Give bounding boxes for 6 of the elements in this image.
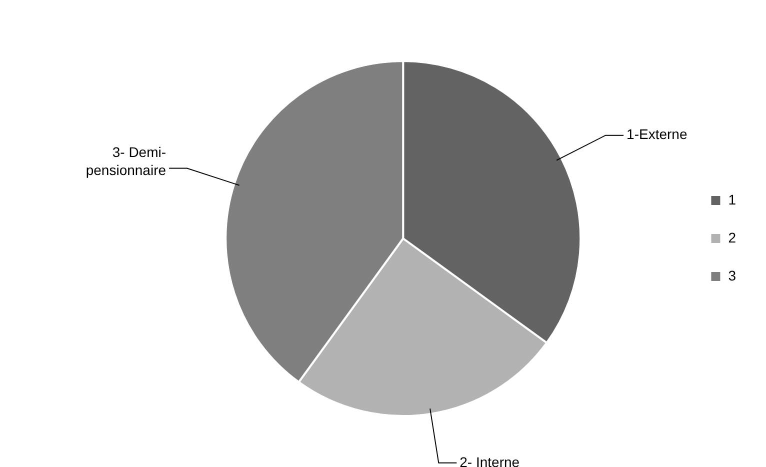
legend-label: 1 xyxy=(728,191,736,208)
text: 3- Demi-pensionnaire xyxy=(86,144,166,178)
legend-label: 2 xyxy=(728,229,736,246)
legend-label: 3 xyxy=(728,267,736,284)
text: 2- Interne xyxy=(460,454,520,467)
text: 1-Externe xyxy=(626,126,688,142)
